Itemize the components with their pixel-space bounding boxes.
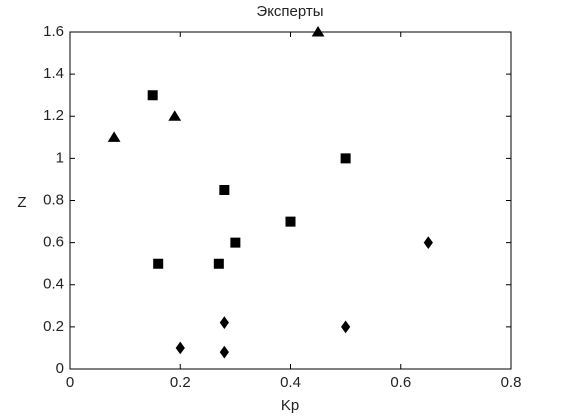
y-tick-label: 0.4: [43, 276, 64, 293]
y-tick-label: 0: [56, 360, 64, 377]
y-tick-label: 1: [56, 149, 64, 166]
chart-title: Эксперты: [256, 3, 323, 20]
point: [219, 184, 230, 195]
point: [423, 236, 433, 249]
x-tick-label: 0.6: [390, 374, 411, 391]
y-axis-label: Z: [17, 194, 26, 211]
point: [311, 26, 325, 37]
y-tick-label: 1.6: [43, 23, 64, 40]
point: [340, 153, 351, 164]
point: [168, 110, 182, 121]
x-tick-label: 0.8: [501, 374, 522, 391]
point: [153, 258, 164, 269]
x-tick-label: 0.4: [280, 374, 301, 391]
y-tick-label: 1.2: [43, 107, 64, 124]
point: [219, 345, 229, 359]
point: [213, 258, 224, 269]
plot-frame: [69, 31, 512, 370]
point: [147, 90, 158, 101]
point: [285, 216, 296, 227]
y-tick-label: 0.8: [43, 191, 64, 208]
point: [219, 316, 229, 330]
point: [107, 131, 121, 142]
y-tick-label: 1.4: [43, 65, 64, 82]
point: [230, 237, 241, 248]
x-tick-label: 0: [66, 374, 74, 391]
y-tick-label: 0.2: [43, 318, 64, 335]
x-tick-label: 0.2: [170, 374, 191, 391]
y-tick-label: 0.6: [43, 234, 64, 251]
x-axis-label: Kp: [281, 397, 299, 414]
point: [175, 341, 185, 355]
point: [341, 320, 351, 334]
